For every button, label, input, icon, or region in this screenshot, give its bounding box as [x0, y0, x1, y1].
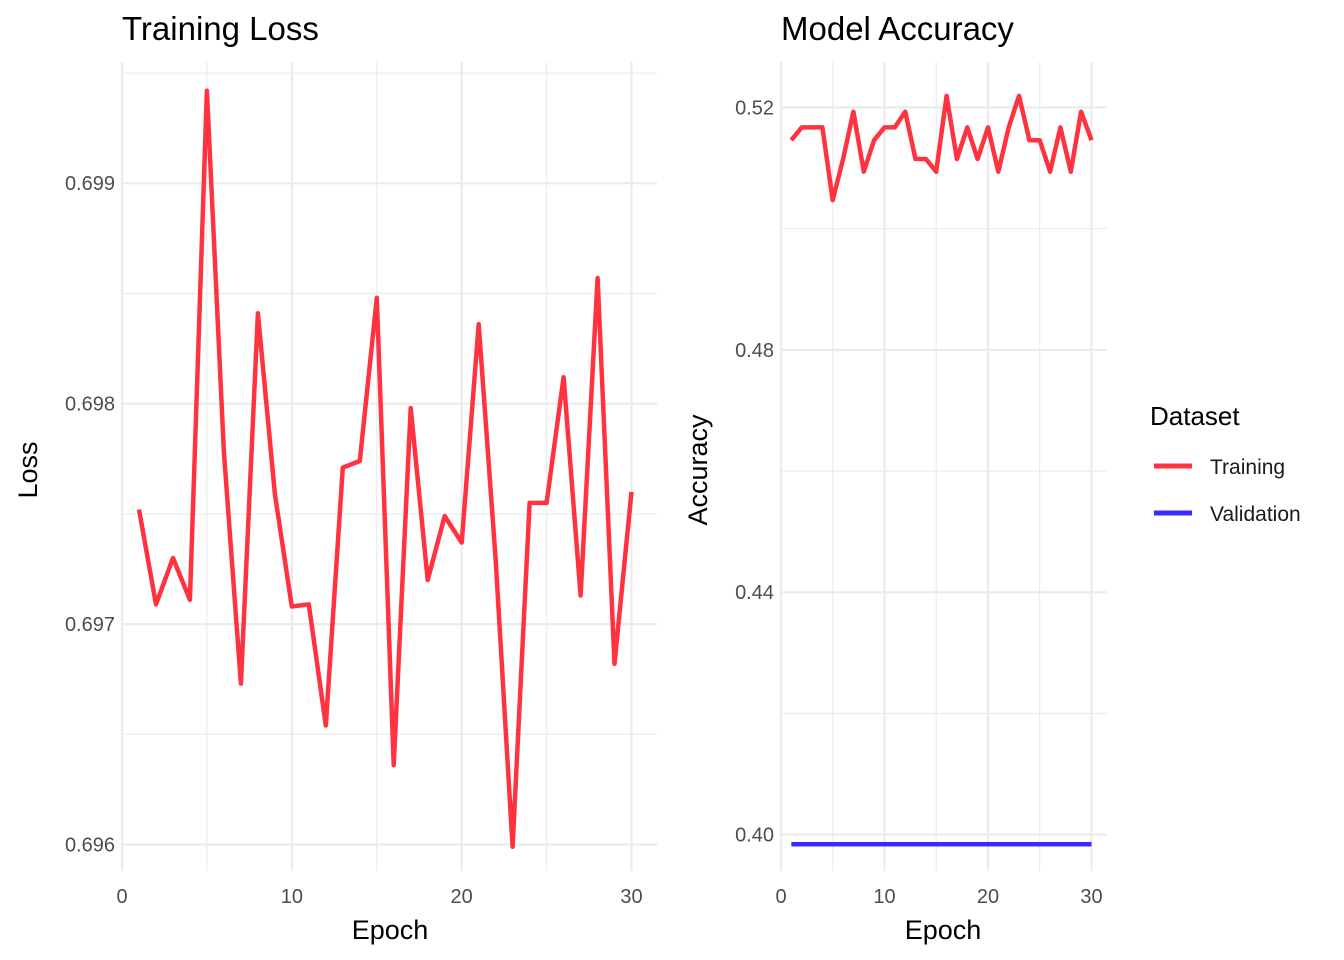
- loss-y-tick-label: 0.699: [65, 173, 115, 195]
- accuracy-y-ticks: 0.40 0.44 0.48 0.52: [735, 97, 774, 846]
- accuracy-panel: 0 10 20 30 0.400.440.480.52 Model Accuracy …: [683, 10, 1107, 945]
- loss-series: [136, 88, 634, 850]
- loss-x-ticks: 0 10 20 30: [116, 886, 642, 908]
- loss-panel: 0 10 20 30 0.696 0.697 0.698 0.699 Training Lo…: [13, 10, 657, 945]
- accuracy-x-tick-label: 0: [775, 886, 786, 908]
- accuracy-x-axis-label: Epoch: [905, 915, 982, 945]
- accuracy-series-training-line: [789, 93, 1094, 203]
- accuracy-y-tick-label: 0.44: [735, 582, 774, 604]
- loss-y-ticks: 0.696 0.697 0.698 0.699: [65, 173, 115, 856]
- accuracy-y-tick-label: 0.40: [735, 825, 774, 847]
- accuracy-y-tick-label: 0.52: [735, 97, 774, 119]
- loss-y-tick-label: 0.698: [65, 394, 115, 416]
- legend-title: Dataset: [1150, 401, 1240, 431]
- accuracy-chart-title: Model Accuracy: [781, 10, 1014, 47]
- accuracy-grid: [779, 62, 1107, 871]
- loss-x-tick-label: 10: [281, 886, 303, 908]
- accuracy-x-tick-label: 10: [873, 886, 895, 908]
- legend-label-validation: Validation: [1210, 503, 1301, 526]
- loss-x-tick-label: 0: [116, 886, 127, 908]
- accuracy-x-tick-label: 30: [1080, 886, 1102, 908]
- loss-y-axis-label: Loss: [13, 441, 43, 498]
- loss-x-axis-label: Epoch: [352, 915, 429, 945]
- loss-series-training-line: [136, 88, 634, 850]
- accuracy-x-ticks: 0 10 20 30: [775, 886, 1102, 908]
- accuracy-y-tick-label: 0.48: [735, 340, 774, 362]
- loss-x-tick-label: 20: [451, 886, 473, 908]
- legend: Dataset Training Validation: [1150, 401, 1301, 526]
- accuracy-y-axis-label: Accuracy: [683, 414, 713, 526]
- loss-y-tick-label: 0.697: [65, 614, 115, 636]
- accuracy-x-tick-label: 20: [977, 886, 999, 908]
- accuracy-series: [789, 93, 1094, 847]
- loss-y-tick-label: 0.696: [65, 835, 115, 857]
- loss-chart-title: Training Loss: [122, 10, 319, 47]
- loss-x-tick-label: 30: [620, 886, 642, 908]
- legend-label-training: Training: [1210, 456, 1285, 479]
